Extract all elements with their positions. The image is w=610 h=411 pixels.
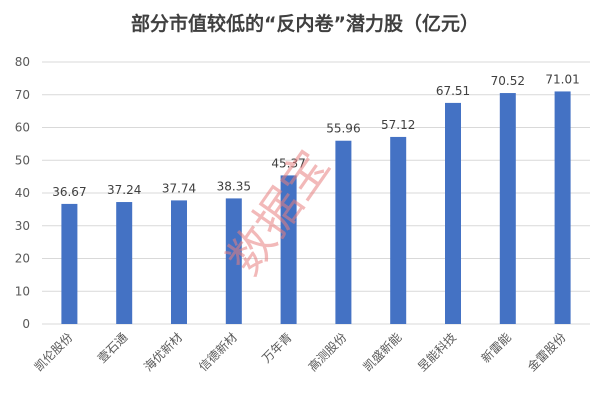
y-tick-label: 70 [15, 88, 30, 102]
bar [390, 136, 407, 324]
bar [116, 202, 133, 324]
y-tick-label: 20 [15, 252, 30, 266]
bar [61, 203, 78, 324]
x-tick-label: 凯伦股份 [31, 330, 76, 375]
y-tick-label: 80 [15, 55, 30, 69]
bar [445, 102, 461, 324]
y-tick-label: 10 [15, 284, 30, 298]
data-labels: 36.67 37.24 37.74 38.35 45.37 55.96 57.12 67.51… [52, 72, 580, 198]
data-label: 57.12 [381, 118, 415, 132]
data-label: 36.67 [52, 185, 86, 199]
bar [499, 93, 516, 324]
bar [171, 200, 187, 324]
bar [335, 140, 352, 324]
x-tick-label: 壹石通 [95, 330, 130, 365]
x-tick-label: 昱能科技 [415, 330, 459, 374]
x-tick-label: 新雷能 [478, 330, 514, 366]
x-tick-label: 金雷股份 [524, 330, 569, 375]
x-tick-label: 万年青 [259, 330, 294, 365]
bar [280, 175, 297, 324]
y-tick-label: 40 [15, 186, 30, 200]
bar [225, 198, 242, 324]
y-tick-label: 0 [22, 317, 30, 331]
data-label: 55.96 [326, 122, 360, 136]
x-axis-categories: 凯伦股份 壹石通 海优新材 信德新材 万年青 高测股份 凯盛新能 昱能科技 新雷能 金雷股份 [31, 330, 569, 375]
x-tick-label: 信德新材 [195, 330, 240, 375]
y-tick-label: 30 [15, 219, 30, 233]
data-label: 37.74 [162, 181, 196, 195]
y-axis-ticks: 0 10 20 30 40 50 60 70 80 [15, 55, 30, 331]
data-label: 71.01 [545, 72, 579, 86]
data-label: 70.52 [491, 74, 525, 88]
x-tick-label: 高测股份 [305, 330, 350, 375]
bars [61, 91, 571, 324]
chart-title: 部分市值较低的“反内卷”潜力股（亿元） [131, 12, 479, 35]
bar [554, 91, 571, 324]
data-label: 45.37 [271, 156, 305, 170]
data-label: 67.51 [436, 84, 470, 98]
data-label: 38.35 [217, 179, 251, 193]
y-tick-label: 50 [15, 153, 30, 167]
grid-lines [42, 61, 590, 325]
x-tick-label: 海优新材 [141, 330, 186, 375]
y-tick-label: 60 [15, 121, 30, 135]
x-tick-label: 凯盛新能 [360, 330, 405, 375]
data-label: 37.24 [107, 183, 141, 197]
